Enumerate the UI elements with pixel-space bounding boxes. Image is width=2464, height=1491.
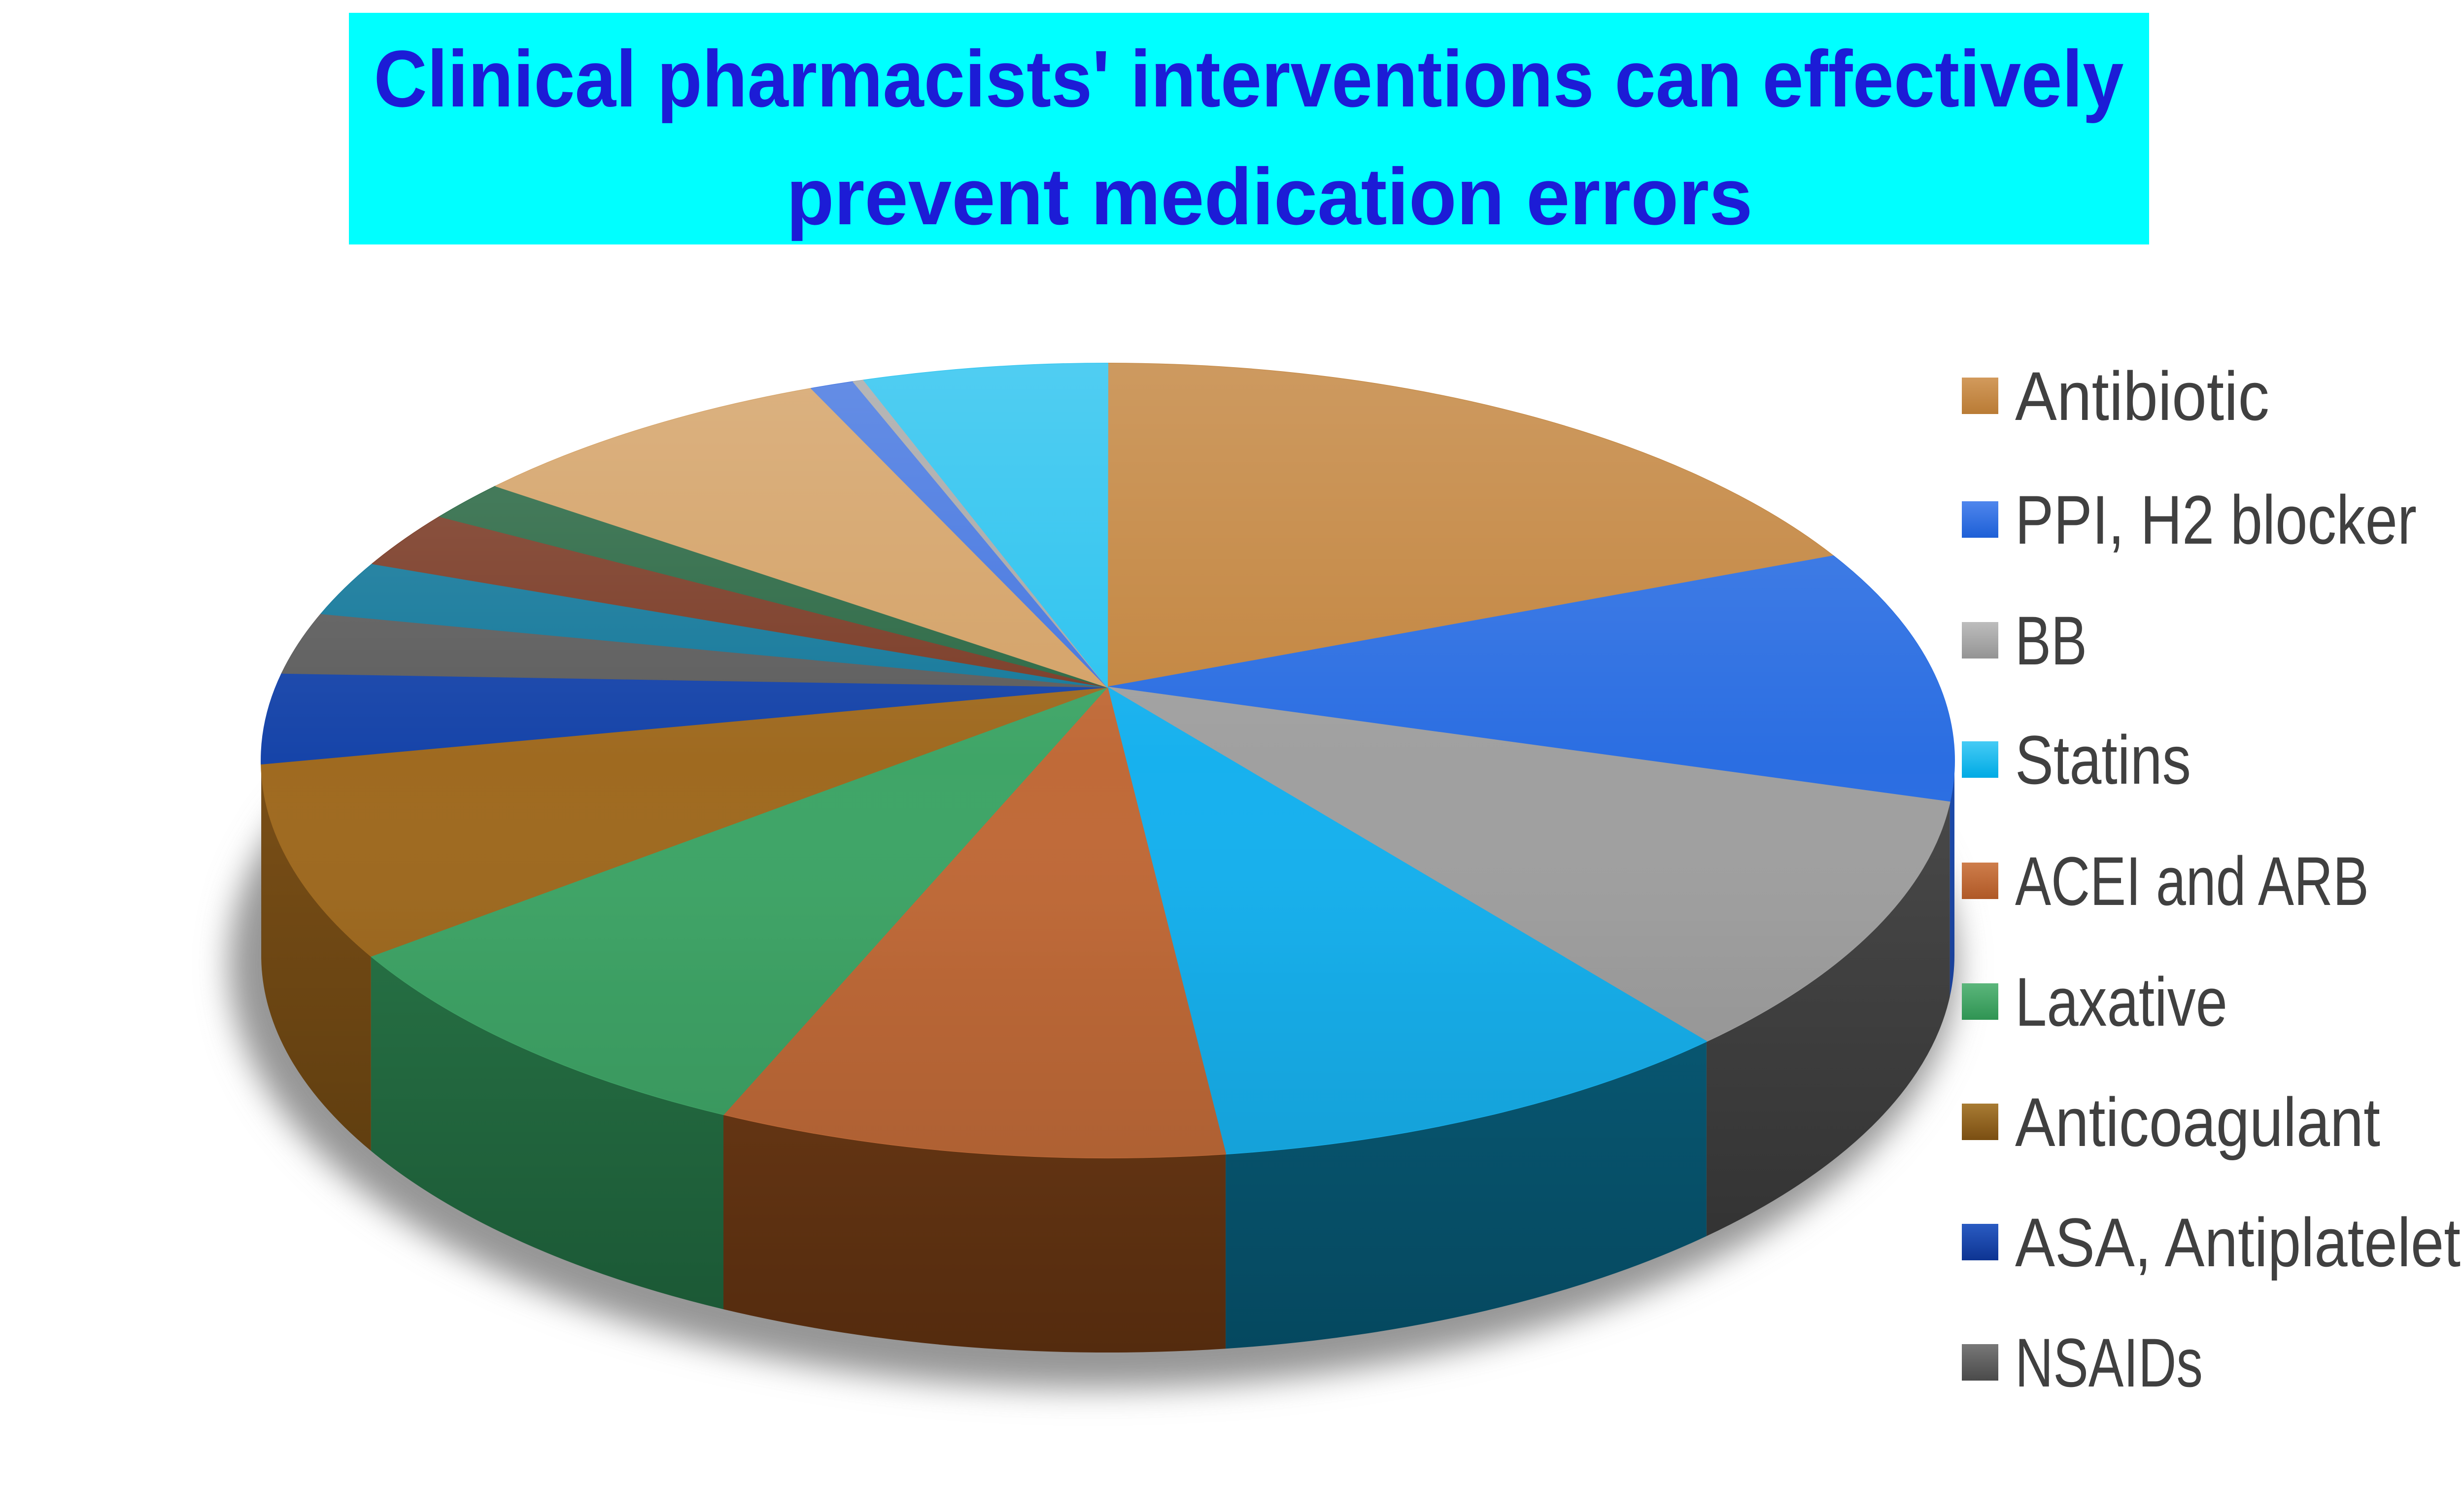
svg-text:Laxative: Laxative xyxy=(2015,963,2227,1040)
svg-text:ASA, Antiplatelet: ASA, Antiplatelet xyxy=(2015,1204,2461,1281)
svg-text:prevent medication errors: prevent medication errors xyxy=(787,151,1753,242)
svg-text:Anticoagulant: Anticoagulant xyxy=(2015,1083,2380,1161)
svg-text:Antibiotic: Antibiotic xyxy=(2015,357,2269,435)
svg-text:NSAIDs: NSAIDs xyxy=(2015,1324,2203,1401)
svg-text:BB: BB xyxy=(2015,602,2087,679)
svg-text:ACEI and ARB: ACEI and ARB xyxy=(2015,842,2369,920)
svg-text:Statins: Statins xyxy=(2015,721,2191,798)
svg-text:PPI, H2 blocker: PPI, H2 blocker xyxy=(2015,481,2417,558)
svg-text:Clinical pharmacists' interven: Clinical pharmacists' interventions can … xyxy=(374,34,2124,124)
